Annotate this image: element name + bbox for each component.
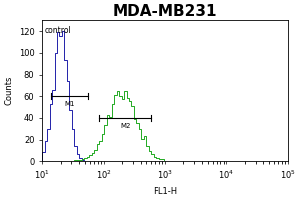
Title: MDA-MB231: MDA-MB231 xyxy=(113,4,217,19)
X-axis label: FL1-H: FL1-H xyxy=(153,187,177,196)
Text: M2: M2 xyxy=(120,123,130,129)
Text: M1: M1 xyxy=(64,101,75,107)
Y-axis label: Counts: Counts xyxy=(4,76,13,105)
Text: control: control xyxy=(45,26,71,35)
